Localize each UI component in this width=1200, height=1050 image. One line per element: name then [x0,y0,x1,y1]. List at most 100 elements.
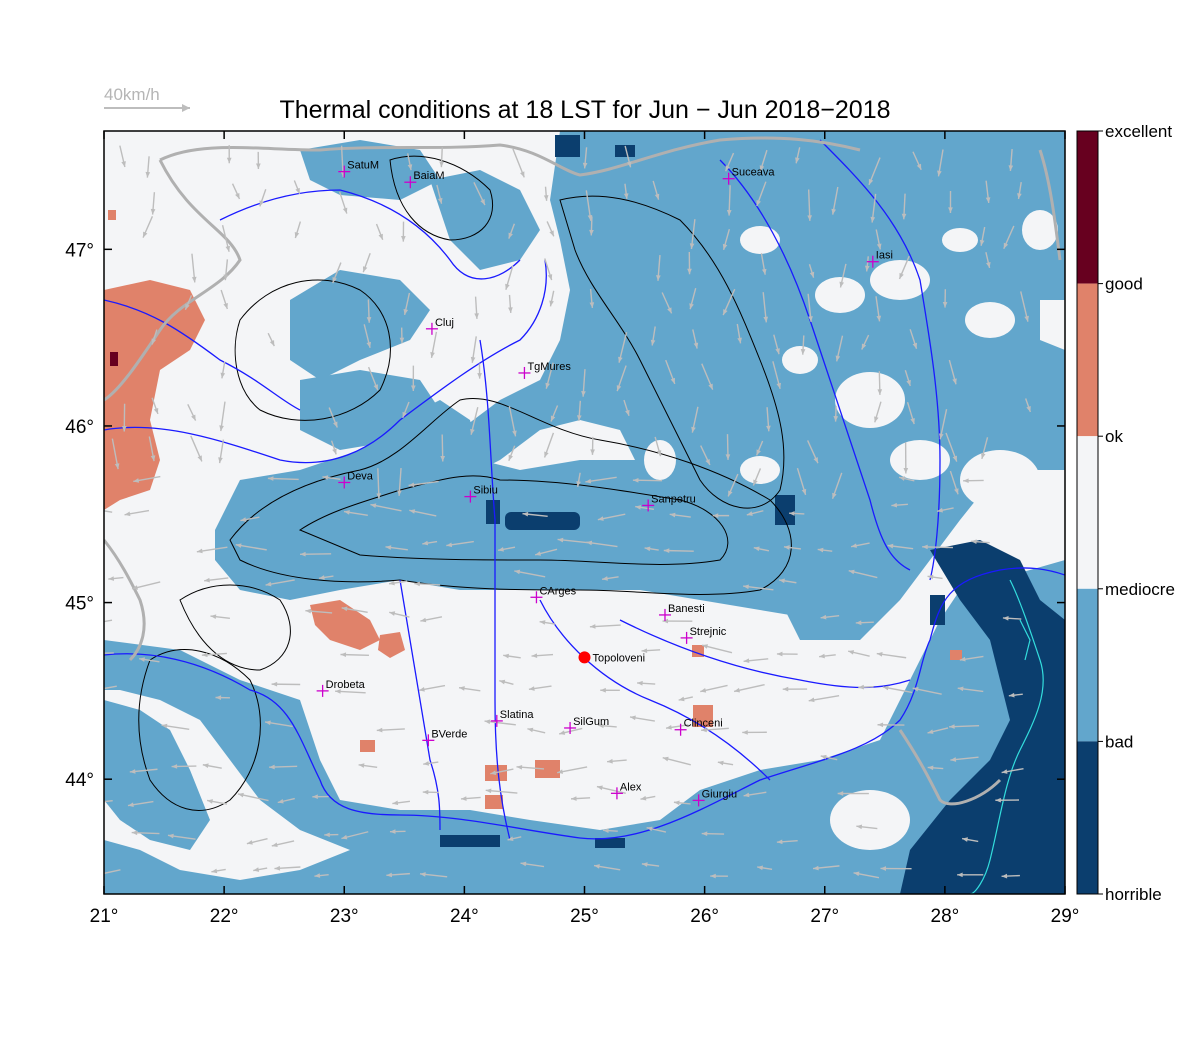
colorbar-segment-ok [1077,436,1098,589]
wind-arrow [187,403,197,421]
city-label: TgMures [527,361,571,373]
wind-arrow-head [322,475,329,480]
wind-arrow [641,862,660,867]
wind-arrow [618,331,628,363]
city-label: Strejnic [690,626,727,638]
wind-arrow-head [783,545,790,550]
wind-arrow [470,407,479,435]
wind-arrow [597,513,626,521]
wind-arrow [689,219,696,250]
mediocre-region-danube [104,560,1065,894]
highlight-site-marker [578,651,591,664]
mediocre-region-north [290,270,430,380]
x-tick-label: 26° [690,906,719,927]
wind-arrow [330,440,337,455]
wind-arrow [305,608,333,614]
wind-arrow [385,545,408,551]
wind-arrow-head [459,686,465,691]
wind-arrow-head [837,791,844,796]
wind-arrow [576,472,581,488]
wind-arrow [265,579,295,587]
wind-arrow-head [670,377,675,384]
wind-arrow-head [963,478,969,484]
wind-arrow [499,679,514,685]
wind-arrow-head [722,243,728,250]
ok-patch-10 [1022,210,1058,250]
wind-arrow-head [333,421,338,428]
wind-arrow [808,694,840,703]
city-label: Alex [620,781,642,793]
ok-patch-8 [942,228,978,252]
x-tick-label: 24° [450,906,479,927]
ok-patch-5 [890,440,950,480]
wind-arrow [922,544,953,550]
wind-arrow-head [959,656,966,662]
wind-arrow [274,865,301,871]
wind-arrow-head [737,337,742,344]
city-marker: Deva [338,470,374,489]
wind-arrow-head [378,233,383,240]
wind-arrow [145,156,151,178]
wind-arrow [440,434,445,462]
wind-arrow-head [407,164,413,171]
wind-arrow [665,724,689,730]
wind-arrow-head [813,865,819,871]
wind-arrow [789,511,805,516]
wind-arrow [635,505,655,511]
wind-arrow [324,832,339,838]
city-marker: Clinceni [674,718,723,736]
wind-arrow-head [1001,769,1008,774]
colorbar-label-bad: bad [1105,732,1133,751]
wind-arrow-head [151,338,157,345]
wind-arrow-head [92,651,98,656]
wind-arrow-head [887,543,894,549]
city-marker: BaiaM [404,170,445,189]
ok-patch-13 [960,450,1040,510]
wind-arrow-head [602,576,608,581]
wind-arrow [948,190,953,213]
wind-arrow [397,468,402,496]
wind-arrow-head [408,482,415,488]
wind-arrow [927,727,949,734]
wind-arrow-head [582,162,588,169]
wind-arrow [418,684,446,692]
wind-arrow-head [545,382,550,389]
wind-arrow-head [817,547,824,553]
bad-region-fagaras [505,512,580,530]
wind-arrow [898,255,910,280]
city-marker: Sibiu [464,485,498,503]
wind-arrow [596,785,626,795]
wind-arrow [341,606,368,613]
wind-arrow [528,685,552,691]
wind-arrow [796,468,807,496]
wind-arrow [831,472,843,499]
wind-arrow-head [689,303,694,310]
wind-arrow-head [386,872,393,878]
wind-arrow-head [864,265,870,272]
wind-arrow [870,193,877,223]
wind-arrow-head [663,548,670,553]
contour-north [389,155,494,241]
wind-arrow [661,292,673,314]
wind-arrow-head [167,833,174,839]
wind-arrow-head [725,165,730,172]
wind-arrow [736,323,742,344]
wind-arrow-head [776,651,783,657]
wind-arrow-head [401,236,406,242]
wind-arrow-head [161,723,168,729]
wind-arrow [414,581,441,587]
wind-arrow-head [877,389,883,395]
contour-southwest [179,584,291,671]
wind-arrow [1001,767,1024,774]
wind-arrow [623,183,629,200]
wind-arrow-head [150,455,156,462]
wind-arrow-head [743,584,749,590]
wind-arrow [256,151,261,170]
wind-arrow-head [809,271,815,278]
river-mures [104,259,547,464]
wind-arrow [904,370,911,387]
wind-arrow-head [550,415,556,422]
wind-arrow-head [986,262,991,268]
wind-arrow [318,575,334,580]
